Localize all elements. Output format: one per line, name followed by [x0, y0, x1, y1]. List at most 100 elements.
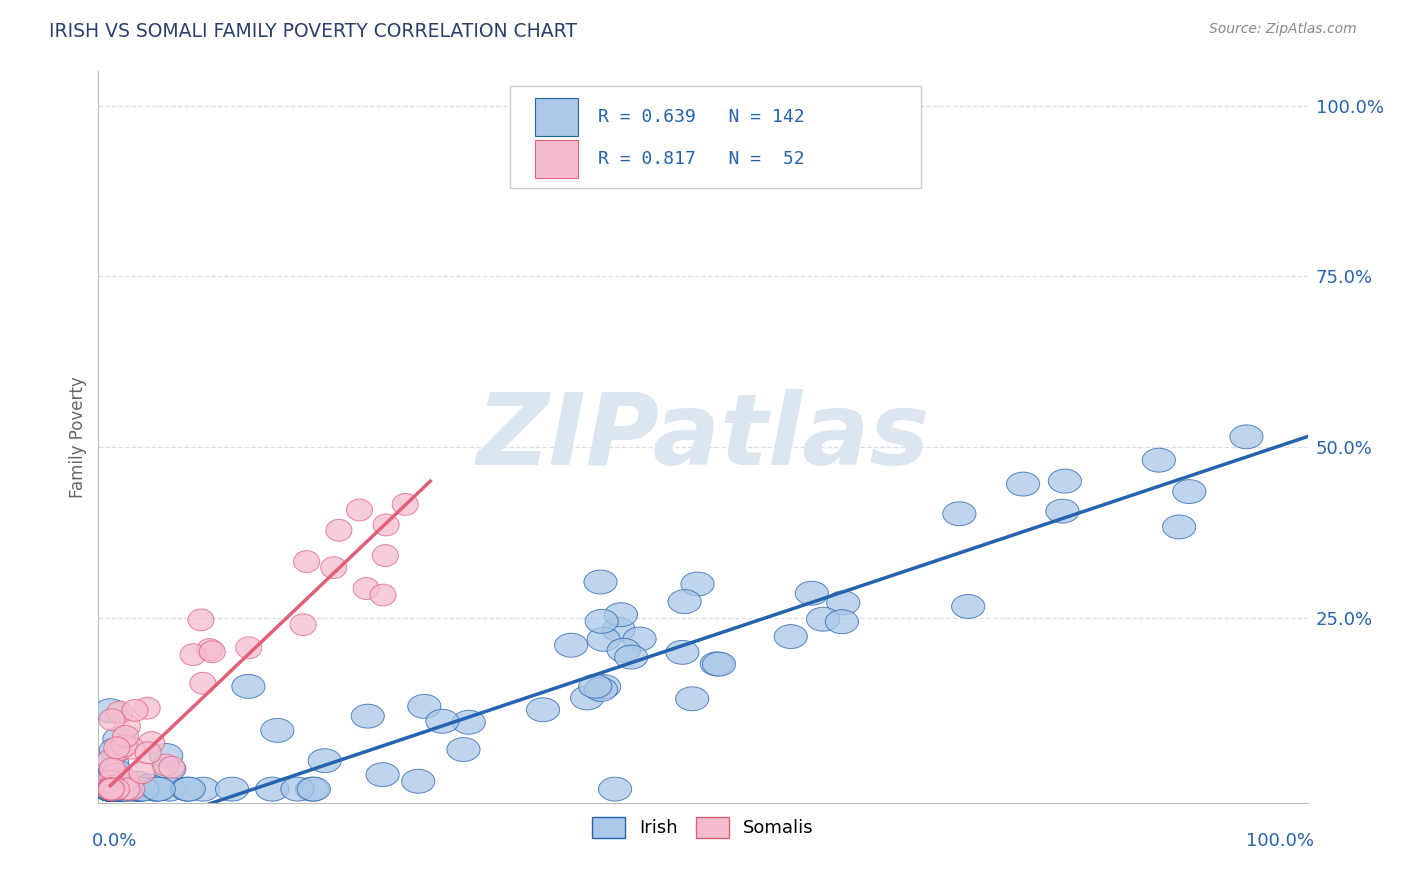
Ellipse shape — [104, 777, 136, 801]
Ellipse shape — [112, 725, 139, 747]
Text: ZIPatlas: ZIPatlas — [477, 389, 929, 485]
Ellipse shape — [588, 674, 620, 698]
Ellipse shape — [97, 777, 131, 801]
Ellipse shape — [94, 769, 127, 793]
Ellipse shape — [97, 772, 131, 796]
Ellipse shape — [1007, 472, 1039, 496]
Ellipse shape — [1230, 425, 1263, 449]
Ellipse shape — [1142, 448, 1175, 472]
Ellipse shape — [96, 750, 129, 774]
Ellipse shape — [96, 777, 129, 801]
Ellipse shape — [94, 777, 127, 801]
Ellipse shape — [97, 778, 124, 800]
Text: 0.0%: 0.0% — [93, 832, 138, 850]
Ellipse shape — [121, 777, 155, 801]
Ellipse shape — [97, 777, 129, 801]
Ellipse shape — [134, 698, 160, 719]
Ellipse shape — [114, 778, 141, 800]
Ellipse shape — [125, 777, 159, 801]
Ellipse shape — [825, 610, 859, 633]
Ellipse shape — [97, 749, 124, 771]
Ellipse shape — [159, 756, 186, 778]
Ellipse shape — [346, 499, 373, 521]
Ellipse shape — [447, 738, 479, 762]
Ellipse shape — [94, 777, 127, 801]
Ellipse shape — [97, 777, 131, 801]
Text: Source: ZipAtlas.com: Source: ZipAtlas.com — [1209, 22, 1357, 37]
Legend: Irish, Somalis: Irish, Somalis — [585, 810, 821, 845]
Ellipse shape — [122, 777, 155, 801]
Ellipse shape — [676, 687, 709, 711]
Ellipse shape — [952, 594, 984, 618]
Ellipse shape — [1049, 469, 1081, 493]
Ellipse shape — [96, 777, 129, 801]
Text: 100.0%: 100.0% — [1246, 832, 1313, 850]
Text: R = 0.639   N = 142: R = 0.639 N = 142 — [598, 109, 804, 127]
Ellipse shape — [94, 777, 127, 801]
Ellipse shape — [132, 774, 166, 798]
Text: IRISH VS SOMALI FAMILY POVERTY CORRELATION CHART: IRISH VS SOMALI FAMILY POVERTY CORRELATI… — [49, 22, 578, 41]
Ellipse shape — [100, 738, 132, 762]
FancyBboxPatch shape — [534, 98, 578, 136]
Ellipse shape — [107, 777, 141, 801]
Ellipse shape — [94, 777, 128, 801]
Ellipse shape — [402, 769, 434, 793]
Ellipse shape — [100, 758, 125, 780]
Ellipse shape — [585, 677, 617, 701]
Ellipse shape — [352, 704, 384, 728]
FancyBboxPatch shape — [509, 86, 921, 188]
Ellipse shape — [94, 777, 128, 801]
Ellipse shape — [172, 777, 205, 801]
Ellipse shape — [775, 624, 807, 648]
Ellipse shape — [149, 744, 183, 767]
Ellipse shape — [308, 748, 342, 772]
Ellipse shape — [101, 777, 134, 801]
Ellipse shape — [103, 777, 136, 801]
Ellipse shape — [98, 778, 125, 800]
Ellipse shape — [94, 777, 128, 801]
Ellipse shape — [97, 777, 131, 801]
Ellipse shape — [125, 777, 157, 801]
Ellipse shape — [97, 778, 124, 800]
Ellipse shape — [668, 590, 702, 614]
Ellipse shape — [101, 777, 134, 801]
Ellipse shape — [827, 591, 860, 615]
Ellipse shape — [700, 652, 734, 676]
Ellipse shape — [98, 709, 125, 731]
Ellipse shape — [101, 777, 135, 801]
Ellipse shape — [129, 762, 155, 784]
Ellipse shape — [107, 777, 139, 801]
Ellipse shape — [94, 777, 127, 801]
Ellipse shape — [100, 777, 134, 801]
FancyBboxPatch shape — [534, 140, 578, 178]
Ellipse shape — [297, 777, 330, 801]
Ellipse shape — [943, 502, 976, 525]
Ellipse shape — [180, 644, 207, 665]
Ellipse shape — [98, 778, 125, 800]
Ellipse shape — [141, 777, 174, 801]
Ellipse shape — [236, 637, 262, 658]
Text: R = 0.817   N =  52: R = 0.817 N = 52 — [598, 150, 804, 168]
Ellipse shape — [97, 777, 129, 800]
Ellipse shape — [96, 777, 128, 801]
Ellipse shape — [94, 777, 127, 801]
Ellipse shape — [1173, 480, 1206, 504]
Ellipse shape — [588, 627, 620, 651]
Ellipse shape — [94, 777, 128, 801]
Ellipse shape — [526, 698, 560, 722]
Ellipse shape — [139, 777, 172, 801]
Ellipse shape — [112, 769, 139, 791]
Ellipse shape — [98, 759, 132, 783]
Ellipse shape — [100, 777, 134, 801]
Ellipse shape — [94, 777, 128, 801]
Ellipse shape — [602, 617, 636, 641]
Ellipse shape — [118, 778, 145, 800]
Ellipse shape — [94, 777, 128, 801]
Ellipse shape — [107, 777, 139, 801]
Ellipse shape — [94, 777, 128, 801]
Ellipse shape — [94, 777, 127, 801]
Ellipse shape — [114, 715, 141, 737]
Ellipse shape — [170, 777, 204, 801]
Ellipse shape — [97, 777, 131, 801]
Ellipse shape — [98, 777, 131, 801]
